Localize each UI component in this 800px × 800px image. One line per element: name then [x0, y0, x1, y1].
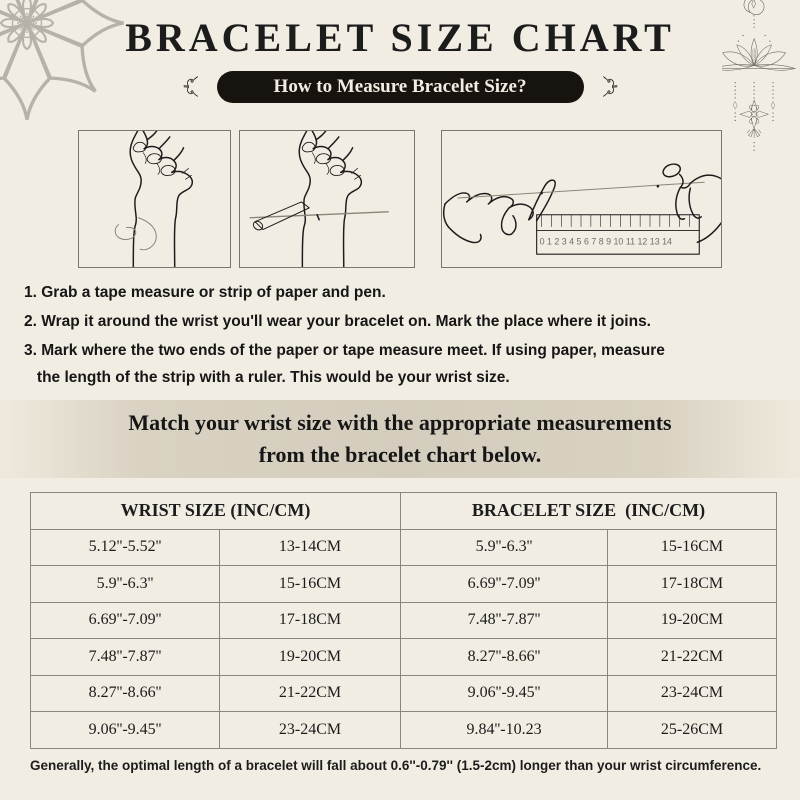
svg-text:0 1 2 3 4 5 6 7 8 9 10 11 12 1: 0 1 2 3 4 5 6 7 8 9 10 11 12 13 14	[540, 236, 672, 246]
